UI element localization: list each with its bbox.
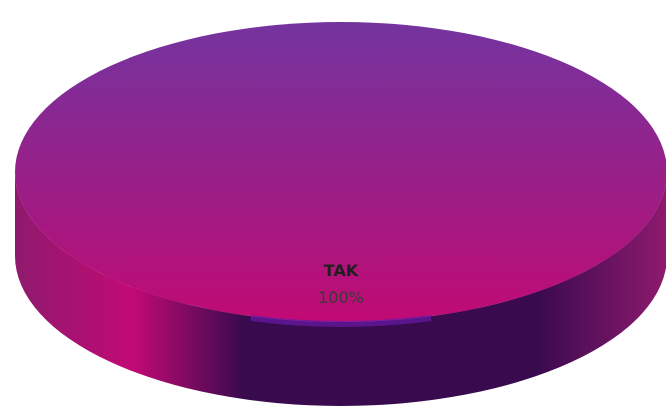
data-label-category: TAK — [324, 261, 359, 280]
data-label-percent: 100% — [318, 288, 364, 307]
pie-slice-side-tak — [15, 172, 666, 406]
pie-slice-rim-tak — [250, 315, 432, 327]
pie-slice-top-tak — [15, 22, 666, 322]
data-labels: TAK 100% — [318, 261, 364, 307]
pie-slices — [15, 22, 666, 406]
